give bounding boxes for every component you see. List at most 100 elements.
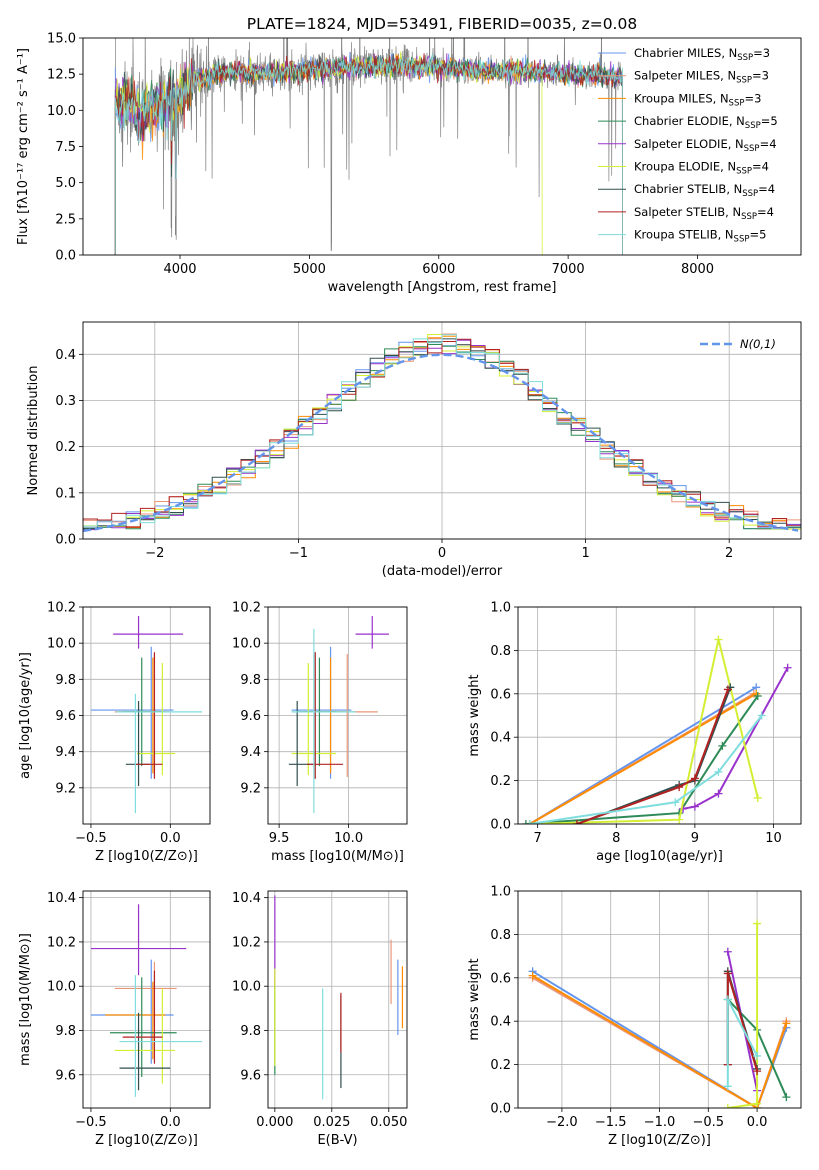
- panel-weight-vs-age: 7 8 9 10 0.0 0.2 0.4 0.6 0.8 1.0 age [log10(age/yr…: [467, 601, 802, 864]
- residual-legend: N(0,1): [700, 337, 776, 351]
- y-tick-label: 12.5: [47, 68, 76, 83]
- x-tick-label: 10.0: [334, 831, 363, 846]
- y-axis-label: mass [log10(M/M⊙)]: [18, 933, 33, 1066]
- series-marker: [753, 1051, 762, 1060]
- series-marker: [671, 798, 680, 807]
- series-marker: [718, 741, 727, 750]
- grid: [518, 890, 801, 1109]
- series-marker: [528, 971, 537, 980]
- errorbars: [274, 895, 404, 1100]
- errorbars: [90, 616, 203, 814]
- panel-mass-vs-Z: −0.5 0.0 9.6 9.8 10.0 10.2 10.4 Z [log10(Z/Z⊙)]…: [18, 890, 211, 1148]
- series-marker: [714, 635, 723, 644]
- axes-frame: [267, 890, 408, 1109]
- y-tick-label: 10.0: [47, 980, 76, 995]
- y-tick-label: 0.0: [490, 818, 511, 833]
- y-axis-label: Normed distribution: [26, 366, 41, 496]
- legend-label: Kroupa STELIB, NSSP=5: [634, 228, 766, 245]
- y-axis-label: mass weight: [467, 958, 482, 1040]
- y-tick-label: 1.0: [490, 601, 511, 616]
- series-kroupa-stelib: [723, 995, 762, 1091]
- series-line: [682, 667, 789, 810]
- legend-label: N(0,1): [740, 337, 776, 351]
- errorbar-salpeter-elodie: [90, 904, 187, 976]
- y-tick-label: 0.8: [490, 928, 511, 943]
- x-tick-label: −1.0: [644, 1115, 676, 1130]
- y-tick-label: 9.8: [55, 673, 76, 688]
- x-tick-label: 5000: [293, 262, 326, 277]
- series-line: [529, 714, 763, 824]
- series-line: [529, 639, 759, 824]
- model-spectrum-kroupa-stelib: [114, 53, 623, 255]
- x-tick-label: 0.0: [160, 831, 181, 846]
- y-tick-label: 9.6: [240, 709, 261, 724]
- legend-label: Salpeter MILES, NSSP=3: [634, 69, 769, 86]
- y-tick-label: 7.5: [55, 140, 76, 155]
- series-marker: [690, 774, 699, 783]
- y-tick-label: 10.2: [232, 601, 261, 616]
- y-tick-label: 9.6: [55, 1068, 76, 1083]
- series-marker: [723, 969, 732, 978]
- errorbar-salpeter-elodie: [355, 616, 389, 649]
- panel-age-vs-Z: −0.5 0.0 9.2 9.4 9.6 9.8 10.0 10.2 Z [log10(Z/Z⊙…: [18, 601, 211, 864]
- series-marker: [521, 820, 530, 824]
- axes-frame: [82, 37, 802, 256]
- series-chabrier-elodie: [521, 691, 762, 824]
- x-tick-label: 2: [725, 546, 733, 561]
- legend-label: Kroupa MILES, NSSP=3: [634, 91, 761, 108]
- y-tick-label: 9.2: [55, 781, 76, 796]
- series-kroupa-elodie: [723, 919, 762, 1108]
- panel-residuals: −2 −1 0 1 2 0.0 0.1 0.2 0.3 0.4 (data-model)/error…: [26, 321, 802, 579]
- y-axis-label: mass weight: [467, 674, 482, 756]
- x-tick-label: 7: [534, 831, 542, 846]
- axes-frame: [82, 606, 211, 825]
- y-tick-label: 9.6: [240, 1068, 261, 1083]
- errorbars: [288, 616, 389, 814]
- spectrum-legend: Chabrier MILES, NSSP=3 Salpeter MILES, NS…: [598, 46, 778, 245]
- x-axis-label: mass [log10(M/M⊙)]: [271, 849, 404, 864]
- x-tick-label: 8000: [681, 262, 714, 277]
- series-marker: [753, 1099, 762, 1108]
- y-tick-label: 0.6: [490, 687, 511, 702]
- series-line: [525, 695, 759, 824]
- normal-curve: [83, 353, 799, 533]
- y-axis-label: age [log10(age/yr)]: [18, 652, 33, 779]
- errorbar-salpeter-stelib: [122, 970, 163, 1064]
- series-kroupa-elodie: [525, 635, 762, 824]
- y-tick-label: 10.0: [47, 637, 76, 652]
- x-tick-label: −0.5: [75, 831, 107, 846]
- x-axis-label: E(B-V): [317, 1133, 357, 1148]
- histogram-lines: [83, 333, 801, 533]
- grid: [83, 891, 210, 1108]
- axes-frame: [517, 606, 802, 825]
- y-tick-label: 2.5: [55, 212, 76, 227]
- series-marker: [753, 793, 762, 802]
- legend-label: Chabrier MILES, NSSP=3: [634, 46, 770, 63]
- x-tick-label: −1.5: [595, 1115, 627, 1130]
- series-salpeter-stelib: [572, 685, 732, 824]
- histogram-kroupa-stelib: [83, 334, 801, 530]
- y-tick-label: 0.0: [490, 1102, 511, 1117]
- errorbar-chabrier-stelib: [119, 1012, 171, 1091]
- series-marker: [783, 663, 792, 672]
- legend-label: Salpeter ELODIE, NSSP=4: [634, 137, 777, 154]
- y-tick-label: 0.8: [490, 644, 511, 659]
- errorbars: [90, 904, 203, 1097]
- y-tick-label: 10.0: [47, 104, 76, 119]
- series-marker: [572, 820, 581, 824]
- y-tick-label: 10.0: [232, 980, 261, 995]
- errorbar-kroupa-stelib: [119, 975, 203, 1097]
- x-tick-label: 6000: [422, 262, 455, 277]
- series-marker: [525, 820, 534, 824]
- x-axis-label: age [log10(age/yr)]: [596, 849, 723, 864]
- x-tick-label: 9.5: [269, 831, 290, 846]
- y-tick-label: 0.2: [55, 440, 76, 455]
- errorbar-salpeter-stelib: [135, 652, 163, 779]
- x-tick-label: −2: [145, 546, 164, 561]
- model-spectrum-salpeter-stelib: [114, 53, 623, 255]
- y-axis-label: Flux [fλ10⁻¹⁷ erg cm⁻² s⁻¹ A⁻¹]: [16, 48, 31, 245]
- x-tick-label: 10: [765, 831, 782, 846]
- y-tick-label: 0.6: [490, 971, 511, 986]
- x-tick-label: 1: [581, 546, 589, 561]
- y-tick-label: 0.4: [55, 348, 76, 363]
